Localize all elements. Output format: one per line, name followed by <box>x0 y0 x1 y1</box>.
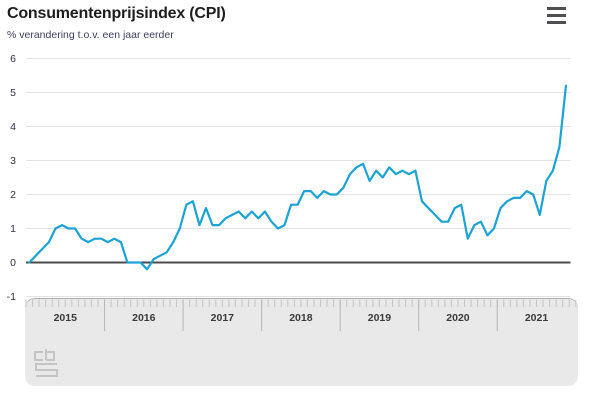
y-axis-label: 4 <box>10 120 16 133</box>
x-axis-year-label: 2021 <box>524 312 549 324</box>
chart-subtitle: % verandering t.o.v. een jaar eerder <box>7 29 174 41</box>
x-axis-year-label: 2019 <box>367 312 392 324</box>
x-axis-year-label: 2018 <box>289 312 313 324</box>
y-axis-label: 2 <box>10 188 16 201</box>
x-axis-year-label: 2017 <box>210 312 235 324</box>
y-axis-label: 0 <box>10 256 16 269</box>
x-axis-panel <box>25 298 578 386</box>
menu-button[interactable] <box>547 7 567 24</box>
cbs-logo-icon <box>34 349 58 377</box>
y-axis-label: 1 <box>10 222 16 235</box>
x-axis-year-label: 2020 <box>446 312 470 324</box>
x-axis-year-label: 2015 <box>53 312 77 324</box>
page-title: Consumentenprijsindex (CPI) <box>7 5 226 22</box>
y-axis-label: 5 <box>10 86 16 99</box>
y-axis-label: 6 <box>10 52 16 65</box>
y-axis-label: 3 <box>10 154 16 167</box>
y-axis-label: -1 <box>6 290 16 303</box>
x-axis-year-label: 2016 <box>132 312 156 324</box>
